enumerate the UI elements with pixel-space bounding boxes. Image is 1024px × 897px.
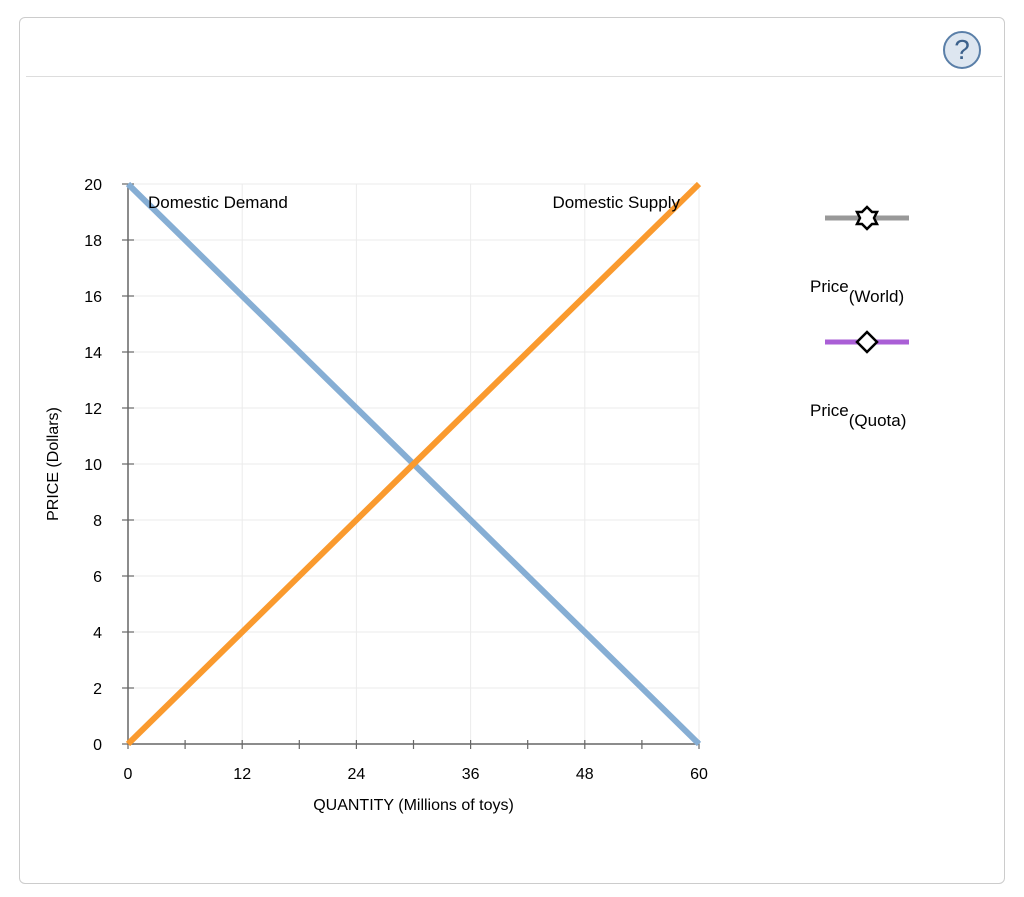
x-tick-label: 60 [690, 766, 708, 783]
divider [26, 76, 1002, 77]
y-tick-label: 8 [93, 513, 102, 530]
y-tick-label: 16 [84, 289, 102, 306]
star-marker-icon [854, 205, 880, 231]
y-axis-label: PRICE (Dollars) [45, 407, 62, 521]
x-tick-label: 48 [576, 766, 594, 783]
legend-label: Price(World) [810, 277, 904, 306]
y-tick-label: 12 [84, 401, 102, 418]
x-tick-label: 0 [124, 766, 133, 783]
x-tick-label: 12 [233, 766, 251, 783]
y-tick-label: 14 [84, 345, 102, 362]
legend-label: Price(Quota) [810, 401, 906, 430]
x-axis-label: QUANTITY (Millions of toys) [313, 797, 514, 814]
y-tick-label: 4 [93, 625, 102, 642]
help-button[interactable]: ? [943, 31, 981, 69]
y-tick-label: 10 [84, 457, 102, 474]
y-tick-label: 2 [93, 681, 102, 698]
y-tick-label: 18 [84, 233, 102, 250]
x-tick-label: 24 [348, 766, 366, 783]
question-panel [19, 17, 1005, 884]
demand-curve-label: Domestic Demand [148, 193, 288, 212]
series-line-supply [125, 181, 702, 747]
x-tick-label: 36 [462, 766, 480, 783]
y-tick-label: 20 [84, 177, 102, 194]
diamond-marker-icon [855, 330, 879, 354]
supply-curve-label: Domestic Supply [552, 193, 680, 212]
y-tick-label: 6 [93, 569, 102, 586]
y-tick-label: 0 [93, 737, 102, 754]
question-circle-icon: ? [954, 34, 970, 65]
